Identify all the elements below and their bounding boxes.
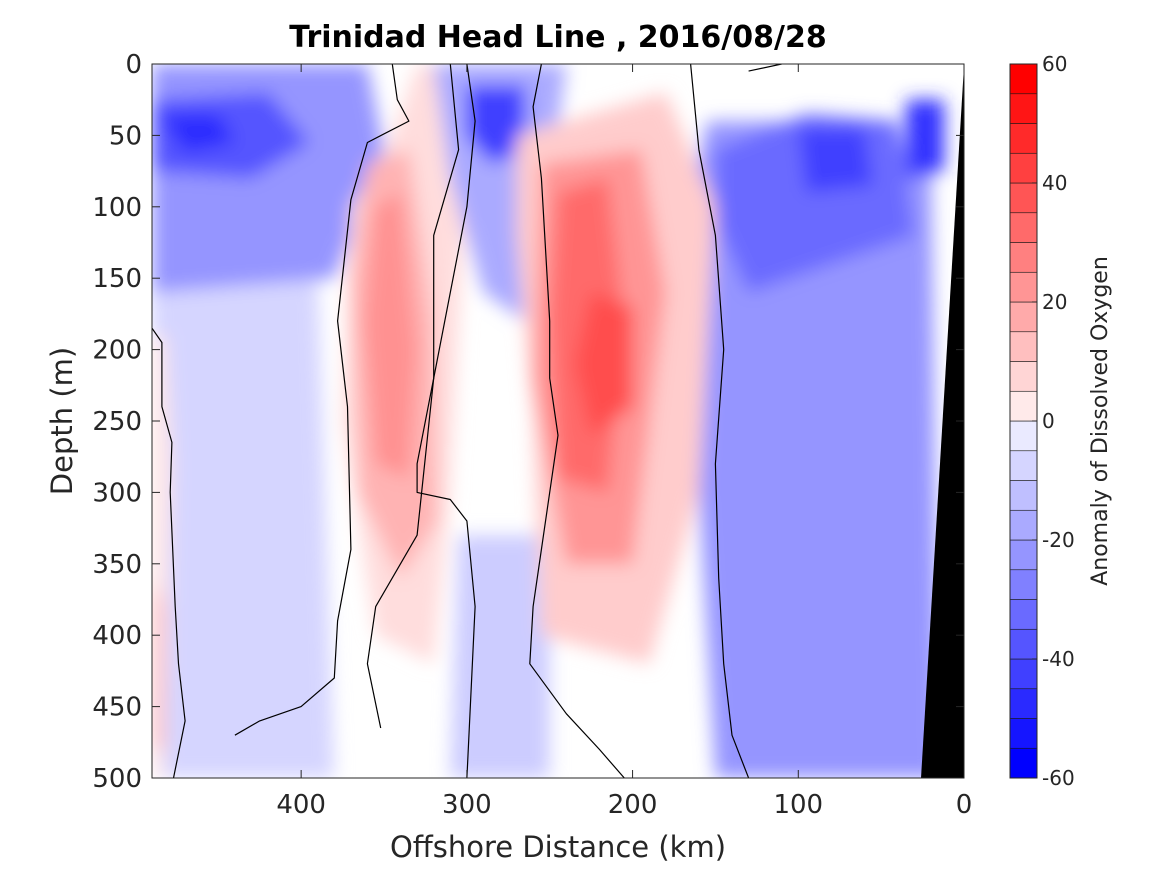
zero-contour-surface [748, 64, 782, 72]
zero-contour-tongue-west [234, 64, 410, 736]
y-tick-label: 50 [109, 121, 142, 151]
zero-contour-mid-east [529, 64, 625, 778]
colorbar-swatch [1009, 361, 1038, 392]
x-tick-label: 400 [276, 790, 326, 820]
colorbar-swatches [1009, 63, 1038, 779]
y-tick-label: 300 [92, 478, 142, 508]
colorbar-tick-label: -20 [1042, 528, 1075, 552]
colorbar-label: Anomaly of Dissolved Oxygen [1088, 256, 1113, 586]
colorbar-swatch [1009, 688, 1038, 719]
blob-west-background [152, 249, 335, 778]
colorbar-swatch [1009, 539, 1038, 571]
colorbar-swatch [1009, 628, 1038, 660]
blob-mid-background [450, 535, 550, 778]
blob-near-background [674, 121, 940, 778]
colorbar-tick-label: 60 [1042, 52, 1067, 76]
colorbar-swatch [1009, 509, 1038, 541]
blob-core-peak [574, 292, 633, 436]
y-tick-label: 0 [125, 50, 142, 80]
plot-area: 400 300 200 100 0 0 50 100 150 200 250 300 350 400 45… [92, 50, 972, 820]
y-tick-label: 500 [92, 764, 142, 794]
y-tick-label: 200 [92, 336, 142, 366]
x-tick-label: 200 [608, 790, 658, 820]
anomaly-field [152, 64, 945, 778]
y-tick-label: 250 [92, 407, 142, 437]
colorbar-swatch [1009, 718, 1038, 749]
x-tick-label: 100 [773, 790, 823, 820]
colorbar-tick-label: 0 [1042, 409, 1055, 433]
colorbar-swatch [1009, 212, 1038, 243]
y-tick-label: 450 [92, 693, 142, 723]
x-axis: 400 300 200 100 0 [276, 64, 972, 820]
colorbar-swatch [1009, 301, 1038, 333]
colorbar-swatch [1009, 93, 1038, 124]
y-tick-label: 100 [92, 193, 142, 223]
zero-contours [152, 64, 782, 778]
colorbar-swatch [1009, 271, 1038, 303]
blob-tongue-core [364, 192, 418, 479]
zero-contour-west [152, 327, 186, 778]
colorbar-swatch [1009, 658, 1038, 690]
zero-contour-tongue-east [366, 64, 460, 729]
land-mask [921, 66, 964, 778]
colorbar-swatch [1009, 420, 1038, 452]
colorbar-swatch [1009, 182, 1038, 214]
colorbar-tick-label: -40 [1042, 647, 1075, 671]
colorbar-ticks: 60 40 20 0 -20 -40 -60 [1032, 52, 1075, 790]
colorbar-swatch [1009, 390, 1038, 422]
blob-surface-west-peak [160, 114, 235, 153]
blob-nearshore-core [798, 128, 873, 193]
y-tick-label: 150 [92, 264, 142, 294]
x-tick-label: 0 [956, 790, 973, 820]
colorbar-tick-label: -60 [1042, 766, 1075, 790]
y-tick-label: 400 [92, 621, 142, 651]
chart-title: Trinidad Head Line , 2016/08/28 [289, 20, 826, 55]
colorbar-swatch [1009, 450, 1038, 481]
blob-coastal-core [906, 99, 945, 179]
zero-contour-mid-west [416, 64, 476, 778]
colorbar-swatch [1009, 242, 1038, 273]
colorbar-swatch [1009, 480, 1038, 511]
colorbar-swatch [1009, 569, 1038, 600]
colorbar-swatch [1009, 747, 1038, 779]
y-axis-label: Depth (m) [45, 347, 79, 495]
zero-contour-core-east [690, 64, 750, 778]
x-axis-label: Offshore Distance (km) [390, 830, 726, 864]
x-tick-label: 300 [442, 790, 492, 820]
blob-subsurface-core [466, 85, 525, 164]
colorbar-swatch [1009, 63, 1038, 95]
colorbar-swatch [1009, 331, 1038, 362]
colorbar-swatch [1009, 599, 1038, 630]
colorbar: 60 40 20 0 -20 -40 -60 Anomaly of Dissolved Ox… [1009, 52, 1113, 790]
colorbar-swatch [1009, 123, 1038, 154]
y-tick-label: 350 [92, 550, 142, 580]
y-axis: 0 50 100 150 200 250 300 350 400 450 500 [92, 50, 964, 794]
colorbar-tick-label: 40 [1042, 171, 1067, 195]
blob-west-edge-positive-core [152, 578, 166, 750]
colorbar-swatch [1009, 152, 1038, 184]
colorbar-tick-label: 20 [1042, 290, 1067, 314]
